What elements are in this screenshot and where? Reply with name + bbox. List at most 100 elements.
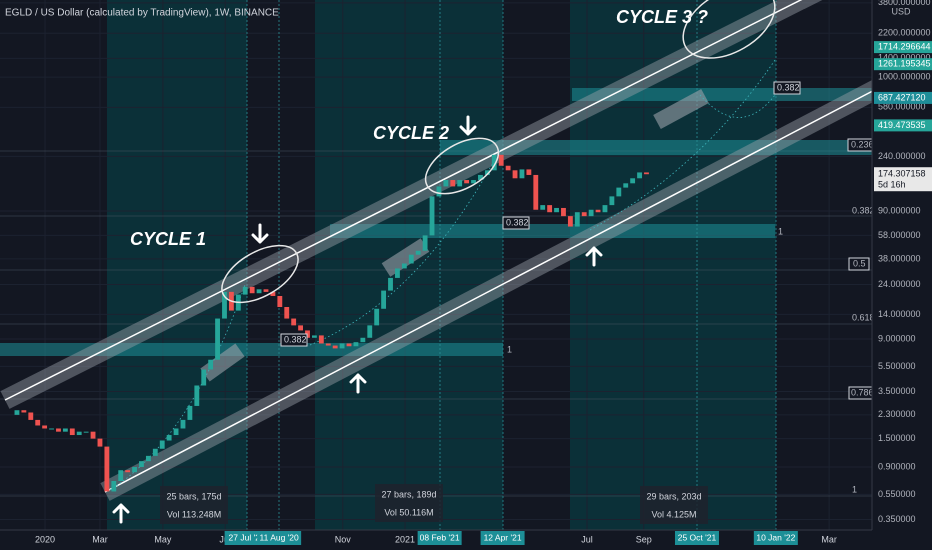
date-marker-box <box>417 531 462 545</box>
arrow-down <box>459 115 477 136</box>
y-tick-label: 38.000000 <box>878 253 921 263</box>
candle-body <box>291 318 297 326</box>
ellipse <box>682 0 776 59</box>
date-marker-label: 10 Jan '22 <box>756 532 795 542</box>
candle-body <box>242 286 248 295</box>
y-tick-label: 0.900000 <box>878 461 916 471</box>
candle-body <box>118 470 124 482</box>
y-tick-label: 5.500000 <box>878 361 916 371</box>
zone-label: 0.382 <box>506 217 529 227</box>
y-tick-label: 1400.000000 <box>878 53 931 63</box>
candle-body <box>457 180 463 187</box>
price-label: 419.473535 <box>878 120 926 130</box>
projection-arcs <box>109 59 776 491</box>
y-tick-label: 2200.000000 <box>878 28 931 38</box>
zone-label: 1 <box>507 344 512 354</box>
candle-body <box>588 209 594 217</box>
y-tick-label: 2.300000 <box>878 409 916 419</box>
candle-body <box>49 428 54 430</box>
y-tick-label: 90.000000 <box>878 205 921 215</box>
annotation: CYCLE 2 <box>373 123 449 143</box>
channel-block <box>200 343 245 382</box>
arrows <box>112 115 603 524</box>
candle-body <box>623 183 629 188</box>
candle-body <box>208 359 214 370</box>
x-tick-label: 2021 <box>395 534 415 544</box>
candle-body <box>270 291 276 297</box>
arc <box>109 284 246 491</box>
x-tick-label: Sep <box>636 534 652 544</box>
candle-body <box>644 172 649 175</box>
candle-body <box>533 174 539 210</box>
candle-body <box>298 325 304 331</box>
y-tick-label: 580.000000 <box>878 102 926 112</box>
candle-body <box>318 335 324 344</box>
price-zones <box>0 88 872 356</box>
candle-body <box>256 289 262 294</box>
channel-block <box>653 88 709 130</box>
candle-body <box>436 186 442 197</box>
candle-body <box>166 435 172 441</box>
candle-body <box>284 307 290 319</box>
candle-body <box>381 290 387 309</box>
chart-title: EGLD / US Dollar (calculated by TradingV… <box>5 8 279 19</box>
candle-body <box>311 335 317 338</box>
arrow-up <box>349 373 367 394</box>
label-box <box>848 257 870 271</box>
candle-body <box>159 440 165 449</box>
x-tick-label: Mar <box>92 534 108 544</box>
y-tick-label: 3.500000 <box>878 386 916 396</box>
cycle-ellipses <box>221 0 776 304</box>
annotation: CYCLE 1 <box>130 229 206 249</box>
zone-label: 1 <box>778 226 783 236</box>
zone <box>330 224 775 238</box>
date-marker-box <box>674 531 719 545</box>
ellipse <box>221 244 299 304</box>
y-tick-label: 24.000000 <box>878 279 921 289</box>
price-label: 687.427120 <box>878 92 926 102</box>
date-marker-box <box>257 531 302 545</box>
stats-bars: 27 bars, 189d <box>381 489 436 499</box>
y-tick-label: 240.000000 <box>878 151 926 161</box>
candle-body <box>180 419 186 429</box>
candle-body <box>526 169 532 175</box>
candle-body <box>429 196 435 236</box>
ellipse <box>424 137 500 195</box>
candle-body <box>484 170 490 175</box>
zone <box>570 0 776 530</box>
candle-body <box>388 277 393 291</box>
last-price-box <box>874 167 932 192</box>
candle-body <box>111 481 117 492</box>
date-marker-box <box>753 531 798 545</box>
date-marker-label: 11 Aug '20 <box>259 532 299 542</box>
candle-body <box>76 431 82 436</box>
candle-body <box>609 196 615 206</box>
x-tick-label: Nov <box>335 534 352 544</box>
candle-body <box>56 428 61 432</box>
arrow-up <box>112 503 130 524</box>
price-label-box <box>874 119 932 132</box>
candle-body <box>561 207 566 217</box>
candle-body <box>249 286 255 294</box>
candle-body <box>35 419 41 426</box>
candle-body <box>132 467 137 473</box>
candle-body <box>471 180 476 184</box>
date-marker-label: 25 Oct '21 <box>678 532 717 542</box>
candle-body <box>498 154 504 166</box>
channel-line <box>104 59 932 493</box>
x-tick-label: 2020 <box>35 534 55 544</box>
stats-box <box>375 484 443 522</box>
candle-body <box>173 428 179 436</box>
candle-body <box>353 342 359 347</box>
y-tick-label: 1.500000 <box>878 433 916 443</box>
candle-body <box>21 410 27 413</box>
date-marker-label: 12 Apr '21 <box>484 532 522 542</box>
fib-labels: 0.236 0.382 0.5 0.618 0.786 1 <box>847 138 875 494</box>
price-label: 1714.296644 <box>878 41 931 51</box>
candle-body <box>505 165 511 171</box>
date-marker-box <box>480 531 525 545</box>
annotation: CYCLE 3 ? <box>616 7 708 27</box>
x-tick-label: Jul <box>581 534 593 544</box>
candle-body <box>574 212 580 227</box>
zone <box>107 0 247 530</box>
